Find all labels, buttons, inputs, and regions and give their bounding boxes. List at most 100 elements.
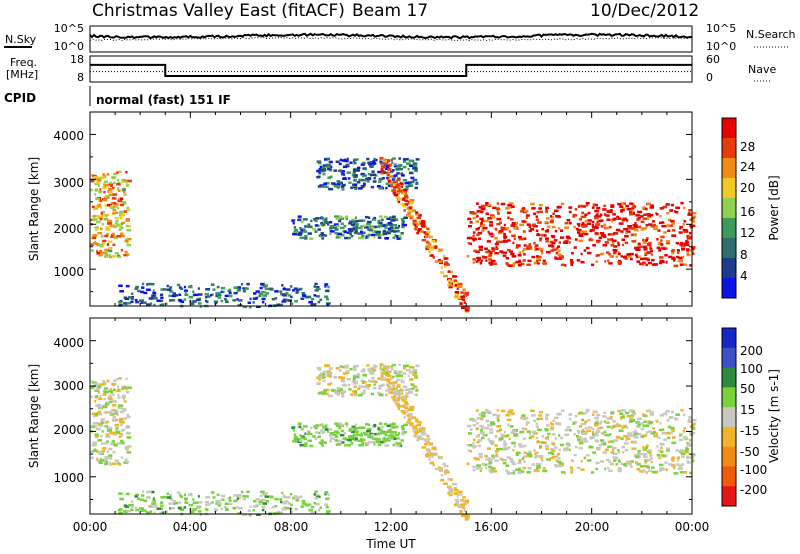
velocity-echo-cell bbox=[320, 429, 324, 432]
power-echo-cell bbox=[330, 160, 333, 164]
velocity-echo-cell bbox=[496, 419, 500, 422]
power-echo-cell bbox=[335, 236, 340, 239]
velocity-echo-cell bbox=[509, 457, 513, 461]
power-echo-cell bbox=[194, 300, 197, 303]
velocity-echo-cell bbox=[392, 431, 398, 434]
power-echo-cell bbox=[607, 259, 610, 262]
velocity-echo-cell bbox=[581, 432, 587, 435]
power-echo-cell bbox=[510, 224, 515, 227]
velocity-echo-cell bbox=[688, 416, 693, 419]
velocity-echo-cell bbox=[304, 444, 308, 447]
power-echo-cell bbox=[417, 214, 422, 217]
velocity-echo-cell bbox=[94, 435, 99, 438]
power-echo-cell bbox=[151, 283, 155, 286]
power-echo-cell bbox=[310, 303, 316, 306]
velocity-echo-cell bbox=[582, 437, 587, 441]
power-echo-cell bbox=[618, 222, 624, 225]
velocity-echo-cell bbox=[326, 374, 332, 377]
velocity-echo-cell bbox=[351, 442, 354, 445]
power-echo-cell bbox=[408, 164, 414, 167]
power-echo-cell bbox=[531, 255, 536, 259]
power-echo-cell bbox=[354, 227, 358, 231]
velocity-echo-cell bbox=[345, 370, 350, 373]
power-echo-cell bbox=[150, 296, 154, 300]
velocity-echo-cell bbox=[453, 488, 459, 492]
power-echo-cell bbox=[603, 223, 607, 226]
power-echo-cell bbox=[490, 259, 496, 263]
velocity-echo-cell bbox=[460, 503, 465, 506]
velocity-echo-cell bbox=[92, 422, 96, 425]
power-echo-cell bbox=[644, 251, 648, 255]
power-echo-cell bbox=[184, 291, 187, 294]
velocity-echo-cell bbox=[430, 452, 434, 456]
power-echo-cell bbox=[423, 231, 427, 234]
power-echo-cell bbox=[184, 289, 188, 292]
velocity-echo-cell bbox=[680, 408, 684, 412]
power-echo-cell bbox=[124, 239, 129, 243]
power-echo-cell bbox=[520, 210, 524, 213]
velocity-echo-cell bbox=[178, 507, 182, 510]
power-echo-cell bbox=[483, 226, 488, 230]
power-echo-cell bbox=[322, 172, 326, 176]
velocity-echo-cell bbox=[546, 458, 551, 461]
velocity-echo-cell bbox=[124, 447, 129, 450]
power-echo-cell bbox=[380, 218, 384, 221]
velocity-echo-cell bbox=[112, 409, 117, 412]
velocity-echo-cell bbox=[646, 466, 650, 469]
power-echo-cell bbox=[523, 237, 527, 240]
velocity-echo-cell bbox=[536, 462, 539, 466]
power-echo-cell bbox=[384, 161, 389, 165]
power-echo-cell bbox=[404, 194, 408, 197]
power-echo-cell bbox=[246, 282, 250, 286]
velocity-echo-cell bbox=[639, 452, 643, 456]
power-echo-cell bbox=[461, 306, 466, 310]
power-echo-cell bbox=[111, 176, 117, 179]
velocity-echo-cell bbox=[609, 462, 613, 465]
power-echo-cell bbox=[467, 242, 470, 245]
velocity-echo-cell bbox=[378, 384, 384, 388]
power-echo-cell bbox=[112, 232, 115, 236]
velocity-echo-cell bbox=[480, 426, 484, 430]
power-colorbar-label: Power [dB] bbox=[767, 175, 781, 240]
power-echo-cell bbox=[367, 161, 371, 165]
velocity-echo-cell bbox=[475, 435, 480, 438]
power-echo-cell bbox=[535, 218, 539, 221]
velocity-echo-cell bbox=[246, 490, 250, 494]
power-echo-cell bbox=[502, 227, 508, 231]
power-echo-cell bbox=[573, 246, 577, 249]
power-echo-cell bbox=[320, 216, 323, 219]
power-echo-cell bbox=[464, 292, 469, 295]
velocity-echo-cell bbox=[314, 437, 318, 441]
velocity-echo-cell bbox=[491, 454, 495, 458]
velocity-echo-cell bbox=[511, 462, 517, 466]
velocity-echo-cell bbox=[603, 430, 607, 434]
noise-search-line bbox=[89, 36, 693, 42]
velocity-echo-cell bbox=[574, 415, 578, 418]
velocity-echo-cell bbox=[518, 445, 524, 448]
power-echo-cell bbox=[689, 264, 693, 267]
power-echo-cell bbox=[370, 173, 373, 177]
power-echo-cell bbox=[151, 294, 157, 297]
velocity-echo-cell bbox=[111, 382, 117, 386]
velocity-echo-cell bbox=[350, 435, 355, 438]
power-echo-cell bbox=[443, 274, 448, 278]
power-echo-cell bbox=[611, 239, 617, 242]
velocity-echo-cell bbox=[444, 468, 449, 472]
power-echo-cell bbox=[671, 229, 676, 232]
power-echo-cell bbox=[410, 184, 413, 187]
power-echo-cell bbox=[338, 215, 343, 219]
power-echo-cell bbox=[134, 287, 138, 290]
power-echo-cell bbox=[684, 243, 689, 246]
power-echo-cell bbox=[401, 223, 404, 226]
power-echo-cell bbox=[102, 173, 105, 176]
velocity-echo-cell bbox=[375, 440, 381, 444]
velocity-echo-cell bbox=[429, 442, 434, 445]
velocity-echo-cell bbox=[440, 474, 443, 477]
power-echo-cell bbox=[353, 158, 358, 161]
velocity-echo-cell bbox=[382, 364, 386, 368]
velocity-echo-cell bbox=[407, 388, 412, 391]
velocity-echo-cell bbox=[593, 410, 598, 414]
power-echo-cell bbox=[651, 263, 657, 266]
power-echo-cell bbox=[92, 215, 96, 218]
power-echo-cell bbox=[415, 158, 420, 161]
